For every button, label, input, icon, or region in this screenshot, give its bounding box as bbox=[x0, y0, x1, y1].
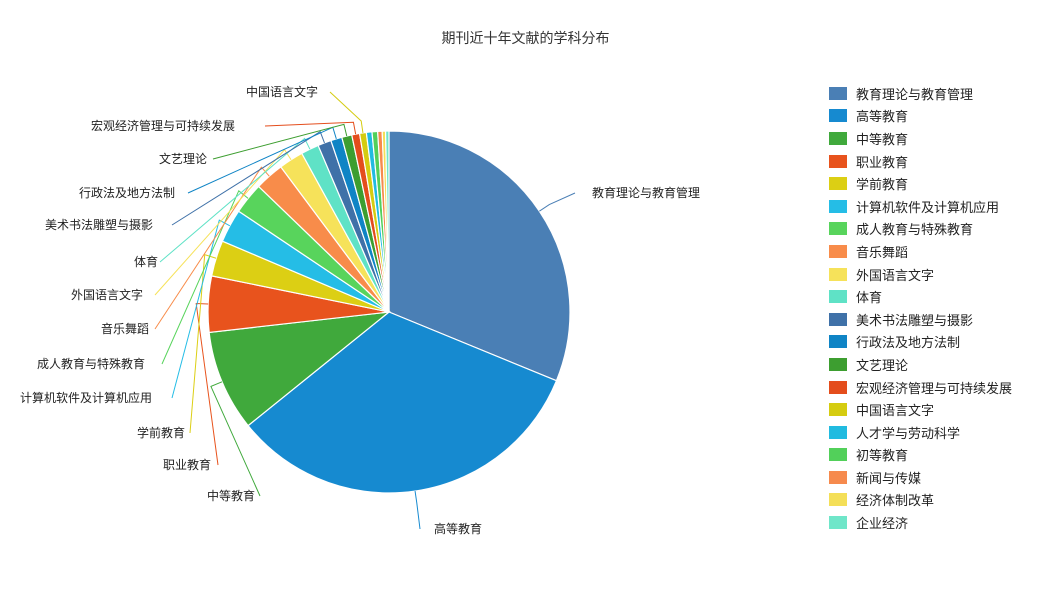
label-line-6 bbox=[171, 219, 231, 399]
label-line-5 bbox=[189, 254, 217, 434]
chart-title: 期刊近十年文献的学科分布 bbox=[441, 31, 610, 47]
slice-label-4: 职业教育 bbox=[163, 457, 211, 472]
label-line-8 bbox=[154, 166, 270, 330]
legend-swatch bbox=[829, 425, 847, 439]
legend-item-8[interactable]: 音乐舞蹈 bbox=[829, 240, 1049, 263]
legend-item-20[interactable]: 企业经济 bbox=[829, 511, 1049, 534]
slice-label-10: 体育 bbox=[134, 254, 158, 269]
slice-label-13: 文艺理论 bbox=[159, 151, 207, 166]
legend-label: 中等教育 bbox=[856, 132, 909, 148]
legend-swatch bbox=[829, 267, 847, 281]
legend-label: 新闻与传媒 bbox=[856, 471, 922, 487]
label-line-2 bbox=[414, 491, 421, 530]
legend-swatch bbox=[829, 357, 847, 371]
legend-label: 计算机软件及计算机应用 bbox=[856, 200, 1000, 216]
legend-item-16[interactable]: 人才学与劳动科学 bbox=[829, 421, 1049, 444]
legend-item-12[interactable]: 行政法及地方法制 bbox=[829, 331, 1049, 354]
legend-label: 文艺理论 bbox=[856, 358, 909, 374]
legend-label: 企业经济 bbox=[856, 517, 909, 533]
legend-swatch bbox=[829, 86, 847, 100]
legend-label: 教育理论与教育管理 bbox=[856, 87, 974, 103]
label-line-15 bbox=[329, 91, 364, 133]
label-line-14 bbox=[264, 121, 357, 135]
legend-item-6[interactable]: 计算机软件及计算机应用 bbox=[829, 195, 1049, 218]
legend-label: 初等教育 bbox=[856, 449, 909, 465]
label-line-10 bbox=[159, 137, 311, 263]
legend-swatch bbox=[829, 131, 847, 145]
legend-item-14[interactable]: 宏观经济管理与可持续发展 bbox=[829, 376, 1049, 399]
legend-item-4[interactable]: 职业教育 bbox=[829, 150, 1049, 173]
legend-item-1[interactable]: 教育理论与教育管理 bbox=[829, 82, 1049, 105]
label-line-4 bbox=[195, 302, 219, 466]
legend-item-3[interactable]: 中等教育 bbox=[829, 127, 1049, 150]
slice-label-8: 音乐舞蹈 bbox=[101, 321, 149, 336]
slice-label-2: 高等教育 bbox=[434, 521, 482, 536]
legend-swatch bbox=[829, 154, 847, 168]
slice-label-3: 中等教育 bbox=[207, 488, 255, 503]
legend-label: 高等教育 bbox=[856, 110, 909, 126]
legend-swatch bbox=[829, 380, 847, 394]
legend-swatch bbox=[829, 516, 847, 530]
legend-item-17[interactable]: 初等教育 bbox=[829, 444, 1049, 467]
label-line-13 bbox=[212, 123, 348, 160]
slice-label-12: 行政法及地方法制 bbox=[79, 185, 175, 200]
legend-label: 成人教育与特殊教育 bbox=[856, 223, 974, 239]
legend-label: 宏观经济管理与可持续发展 bbox=[856, 381, 1013, 397]
legend-label: 人才学与劳动科学 bbox=[856, 426, 961, 442]
slice-label-1: 教育理论与教育管理 bbox=[592, 185, 700, 200]
legend-swatch bbox=[829, 244, 847, 258]
slice-label-6: 计算机软件及计算机应用 bbox=[20, 390, 152, 405]
legend-label: 经济体制改革 bbox=[856, 494, 935, 510]
legend-item-9[interactable]: 外国语言文字 bbox=[829, 263, 1049, 286]
legend-label: 职业教育 bbox=[856, 155, 909, 171]
label-line-11 bbox=[171, 130, 325, 226]
legend-swatch bbox=[829, 448, 847, 462]
legend-swatch bbox=[829, 199, 847, 213]
slice-label-7: 成人教育与特殊教育 bbox=[37, 356, 145, 371]
legend-label: 体育 bbox=[856, 291, 883, 307]
slice-label-14: 宏观经济管理与可持续发展 bbox=[91, 118, 235, 133]
legend-swatch bbox=[829, 312, 847, 326]
pie-slice-20[interactable] bbox=[384, 130, 390, 313]
legend-swatch bbox=[829, 335, 847, 349]
legend-item-18[interactable]: 新闻与传媒 bbox=[829, 466, 1049, 489]
legend-item-15[interactable]: 中国语言文字 bbox=[829, 398, 1049, 421]
chart-legend: 教育理论与教育管理 高等教育中等教育职业教育学前教育计算机软件及计算机应用 成人教育… bbox=[829, 82, 1049, 534]
legend-item-11[interactable]: 美术书法雕塑与摄影 bbox=[829, 308, 1049, 331]
legend-swatch bbox=[829, 177, 847, 191]
legend-item-13[interactable]: 文艺理论 bbox=[829, 353, 1049, 376]
legend-swatch bbox=[829, 403, 847, 417]
label-line-1 bbox=[539, 192, 576, 212]
slice-label-11: 美术书法雕塑与摄影 bbox=[45, 217, 153, 232]
legend-swatch bbox=[829, 290, 847, 304]
slice-label-9: 外国语言文字 bbox=[71, 287, 143, 302]
legend-item-5[interactable]: 学前教育 bbox=[829, 172, 1049, 195]
legend-item-10[interactable]: 体育 bbox=[829, 285, 1049, 308]
label-line-3 bbox=[210, 381, 261, 497]
legend-label: 学前教育 bbox=[856, 178, 909, 194]
legend-label: 中国语言文字 bbox=[856, 404, 935, 420]
legend-item-7[interactable]: 成人教育与特殊教育 bbox=[829, 218, 1049, 241]
legend-swatch bbox=[829, 222, 847, 236]
legend-item-19[interactable]: 经济体制改革 bbox=[829, 489, 1049, 512]
legend-label: 行政法及地方法制 bbox=[856, 336, 961, 352]
legend-swatch bbox=[829, 470, 847, 484]
legend-item-2[interactable]: 高等教育 bbox=[829, 105, 1049, 128]
legend-swatch bbox=[829, 109, 847, 123]
legend-label: 音乐舞蹈 bbox=[856, 245, 909, 261]
legend-swatch bbox=[829, 493, 847, 507]
slice-label-5: 学前教育 bbox=[137, 425, 185, 440]
legend-label: 美术书法雕塑与摄影 bbox=[856, 313, 974, 329]
slice-label-15: 中国语言文字 bbox=[246, 84, 318, 99]
label-line-7 bbox=[161, 190, 249, 365]
legend-label: 外国语言文字 bbox=[856, 268, 935, 284]
